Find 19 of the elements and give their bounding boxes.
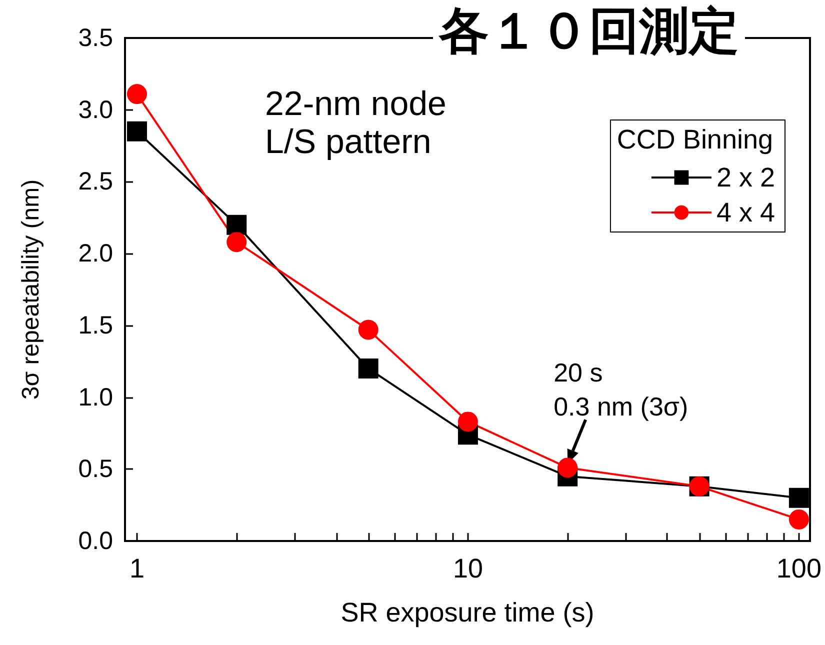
y-tick-label: 2.5 xyxy=(78,168,113,196)
y-tick-label: 1.5 xyxy=(78,311,113,340)
y-tick-label: 1.0 xyxy=(78,383,113,412)
legend-title: CCD Binning xyxy=(616,124,774,154)
y-axis-title: 3σ repeatability (nm) xyxy=(18,179,44,400)
y-tick-label: 3.5 xyxy=(78,24,113,52)
x-axis-title: SR exposure time (s) xyxy=(340,598,594,628)
chart-title: 各１０回測定 xyxy=(438,3,739,59)
y-tick-label: 0.0 xyxy=(78,527,113,555)
legend-label: 4 x 4 xyxy=(716,198,776,228)
x-tick-label: 1 xyxy=(129,554,144,584)
annotation: 20 s 0.3 nm (3σ) xyxy=(554,358,688,422)
x-tick-label: 100 xyxy=(776,554,822,584)
legend-label: 2 x 2 xyxy=(716,162,776,192)
y-tick-label: 3.0 xyxy=(78,96,113,124)
y-tick-label: 0.5 xyxy=(78,455,113,484)
annotation: 22-nm node L/S pattern xyxy=(265,85,446,161)
x-tick-label: 10 xyxy=(452,554,483,584)
y-tick-label: 2.0 xyxy=(78,240,113,268)
